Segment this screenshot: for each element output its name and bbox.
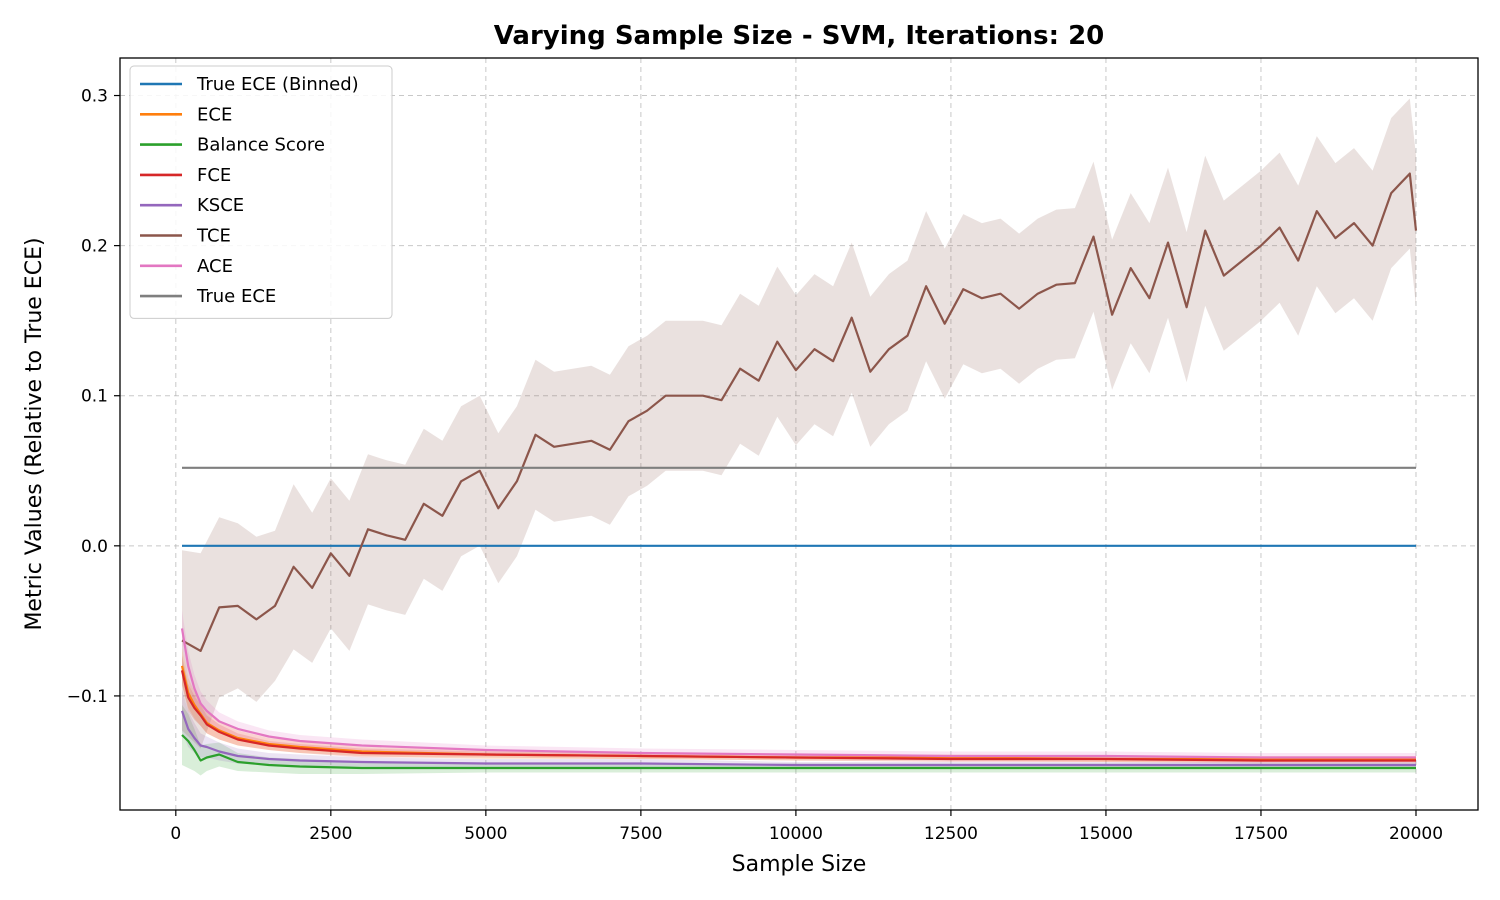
- y-tick-label: 0.3: [81, 87, 108, 107]
- y-tick-label: 0.2: [81, 237, 108, 257]
- x-tick-label: 12500: [924, 824, 978, 844]
- fce-line: [180, 670, 1416, 762]
- ksce-line: [180, 710, 1416, 767]
- legend-label-true-ece-binned: True ECE (Binned): [196, 74, 359, 95]
- y-tick-label: 0.1: [81, 387, 108, 407]
- y-tick-label: 0.0: [81, 537, 108, 557]
- legend-label-ksce: KSCE: [197, 195, 244, 216]
- x-axis-label: Sample Size: [732, 852, 867, 877]
- legend-label-tce: TCE: [196, 226, 231, 247]
- tce-line: [181, 172, 1418, 653]
- y-tick-label: −0.1: [67, 687, 108, 707]
- tce-band: [182, 98, 1416, 749]
- series-lines: [180, 172, 1418, 770]
- axis-ticks: 0 2500 5000 7500 10000 12500 15000 17500 20000 −0…: [67, 87, 1443, 844]
- legend-label-ace: ACE: [197, 256, 233, 277]
- legend-label-true-ece: True ECE: [196, 286, 276, 307]
- legend-label-ece: ECE: [197, 104, 232, 125]
- x-tick-label: 10000: [769, 824, 823, 844]
- x-tick-label: 5000: [464, 824, 507, 844]
- ece-band: [182, 647, 1416, 762]
- y-axis-label: Metric Values (Relative to True ECE): [22, 237, 47, 630]
- legend-label-fce: FCE: [197, 165, 231, 186]
- x-tick-label: 7500: [619, 824, 662, 844]
- legend-box: [129, 65, 393, 319]
- ace-line: [180, 628, 1416, 759]
- plot-frame: [119, 57, 1479, 811]
- chart-title: Varying Sample Size - SVM, Iterations: 2…: [494, 21, 1105, 51]
- x-tick-label: 0: [170, 824, 181, 844]
- x-tick-label: 15000: [1079, 824, 1133, 844]
- fce-band: [182, 655, 1416, 764]
- x-tick-label: 17500: [1234, 824, 1288, 844]
- legend-label-balance-score: Balance Score: [197, 135, 325, 156]
- x-tick-label: 2500: [309, 824, 352, 844]
- legend: True ECE (Binned) ECE Balance Score FCE KSCE…: [129, 65, 393, 319]
- balance-score-line: [181, 734, 1416, 770]
- x-tick-label: 20000: [1389, 824, 1443, 844]
